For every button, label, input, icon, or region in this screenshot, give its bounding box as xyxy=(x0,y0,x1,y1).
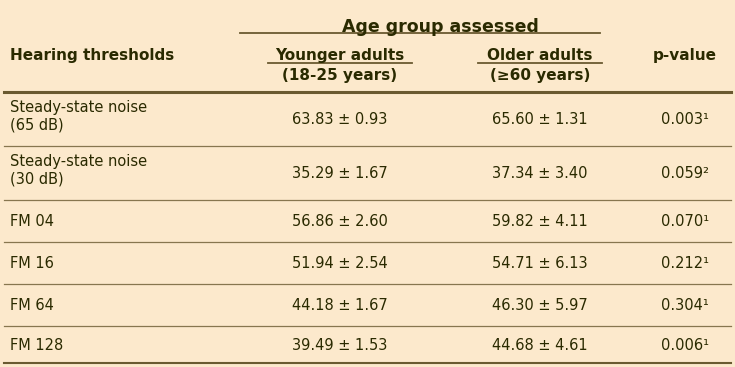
Text: 35.29 ± 1.67: 35.29 ± 1.67 xyxy=(292,167,388,182)
Text: 56.86 ± 2.60: 56.86 ± 2.60 xyxy=(292,214,388,229)
Text: Steady-state noise: Steady-state noise xyxy=(10,154,147,169)
Text: (65 dB): (65 dB) xyxy=(10,118,64,133)
Text: 0.059²: 0.059² xyxy=(661,167,709,182)
Text: Hearing thresholds: Hearing thresholds xyxy=(10,48,174,63)
Text: 0.003¹: 0.003¹ xyxy=(661,113,709,127)
Text: 0.304¹: 0.304¹ xyxy=(661,298,709,313)
Text: Older adults: Older adults xyxy=(487,48,592,63)
Text: (18-25 years): (18-25 years) xyxy=(282,68,398,83)
Text: p-value: p-value xyxy=(653,48,717,63)
Text: FM 04: FM 04 xyxy=(10,214,54,229)
Text: 0.212¹: 0.212¹ xyxy=(661,257,709,272)
Text: 51.94 ± 2.54: 51.94 ± 2.54 xyxy=(292,257,388,272)
Text: 54.71 ± 6.13: 54.71 ± 6.13 xyxy=(492,257,588,272)
Text: 59.82 ± 4.11: 59.82 ± 4.11 xyxy=(492,214,588,229)
Text: 44.18 ± 1.67: 44.18 ± 1.67 xyxy=(292,298,388,313)
Text: 0.006¹: 0.006¹ xyxy=(661,338,709,353)
Text: FM 64: FM 64 xyxy=(10,298,54,313)
Text: 44.68 ± 4.61: 44.68 ± 4.61 xyxy=(492,338,588,353)
Text: 0.070¹: 0.070¹ xyxy=(661,214,709,229)
Text: 63.83 ± 0.93: 63.83 ± 0.93 xyxy=(293,113,387,127)
Text: (30 dB): (30 dB) xyxy=(10,172,64,187)
Text: FM 16: FM 16 xyxy=(10,257,54,272)
Text: (≥60 years): (≥60 years) xyxy=(490,68,590,83)
Text: Age group assessed: Age group assessed xyxy=(342,18,539,36)
Text: Steady-state noise: Steady-state noise xyxy=(10,100,147,115)
Text: 39.49 ± 1.53: 39.49 ± 1.53 xyxy=(293,338,387,353)
Text: 65.60 ± 1.31: 65.60 ± 1.31 xyxy=(492,113,588,127)
Text: 46.30 ± 5.97: 46.30 ± 5.97 xyxy=(492,298,588,313)
Text: FM 128: FM 128 xyxy=(10,338,63,353)
Text: 37.34 ± 3.40: 37.34 ± 3.40 xyxy=(492,167,588,182)
Text: Younger adults: Younger adults xyxy=(276,48,405,63)
